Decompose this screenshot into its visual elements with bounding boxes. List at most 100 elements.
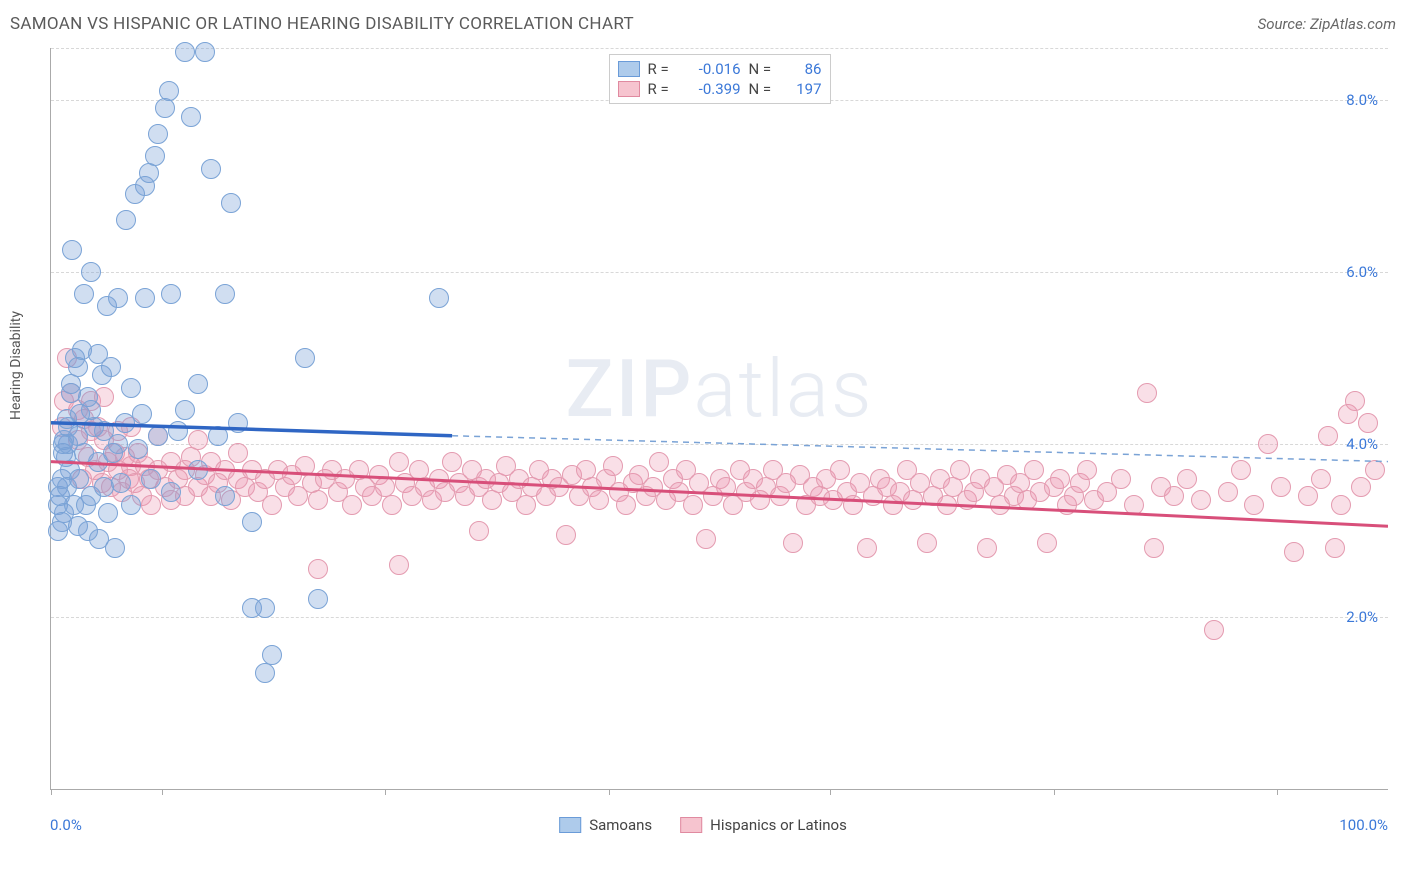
scatter-point-pink xyxy=(308,490,328,510)
scatter-point-pink xyxy=(1244,495,1264,515)
r-label: R = xyxy=(648,80,678,98)
legend-swatch-blue xyxy=(559,817,581,833)
scatter-point-blue xyxy=(188,374,208,394)
scatter-point-pink xyxy=(262,495,282,515)
scatter-point-blue xyxy=(255,663,275,683)
series-legend-item: Samoans xyxy=(559,816,652,834)
chart-outer: Hearing Disability ZIPatlas R = -0.016 N… xyxy=(8,40,1398,830)
watermark: ZIPatlas xyxy=(566,342,874,436)
series-label: Hispanics or Latinos xyxy=(710,816,847,834)
scatter-point-pink xyxy=(1137,383,1157,403)
scatter-point-blue xyxy=(108,434,128,454)
watermark-zip: ZIP xyxy=(566,342,694,436)
scatter-point-blue xyxy=(159,81,179,101)
scatter-point-pink xyxy=(696,529,716,549)
scatter-point-pink xyxy=(342,495,362,515)
n-value: 86 xyxy=(787,60,822,78)
gridline xyxy=(51,48,1388,49)
scatter-point-pink xyxy=(1351,477,1371,497)
scatter-point-blue xyxy=(215,284,235,304)
scatter-point-pink xyxy=(1258,434,1278,454)
n-label: N = xyxy=(749,60,779,78)
scatter-point-pink xyxy=(903,490,923,510)
scatter-point-blue xyxy=(148,426,168,446)
series-label: Samoans xyxy=(589,816,652,834)
scatter-point-blue xyxy=(108,288,128,308)
legend-swatch-blue xyxy=(618,61,640,77)
scatter-point-pink xyxy=(1345,391,1365,411)
x-tick xyxy=(609,789,610,795)
x-tick xyxy=(1054,789,1055,795)
scatter-point-pink xyxy=(616,495,636,515)
scatter-point-pink xyxy=(1365,460,1385,480)
scatter-point-pink xyxy=(1024,460,1044,480)
chart-source: Source: ZipAtlas.com xyxy=(1258,15,1396,33)
scatter-point-blue xyxy=(121,495,141,515)
scatter-point-blue xyxy=(228,413,248,433)
y-tick-label: 4.0% xyxy=(1346,435,1378,453)
scatter-point-pink xyxy=(683,495,703,515)
scatter-point-pink xyxy=(1164,486,1184,506)
scatter-point-blue xyxy=(308,589,328,609)
scatter-point-blue xyxy=(295,348,315,368)
x-tick xyxy=(1277,789,1278,795)
watermark-atlas: atlas xyxy=(693,342,873,436)
scatter-point-blue xyxy=(215,486,235,506)
scatter-point-pink xyxy=(1231,460,1251,480)
scatter-point-pink xyxy=(141,495,161,515)
scatter-point-blue xyxy=(429,288,449,308)
x-tick xyxy=(385,789,386,795)
x-tick xyxy=(51,789,52,795)
scatter-point-pink xyxy=(843,495,863,515)
scatter-point-pink xyxy=(1077,460,1097,480)
scatter-point-blue xyxy=(135,288,155,308)
scatter-point-pink xyxy=(1144,538,1164,558)
scatter-point-blue xyxy=(68,357,88,377)
scatter-point-pink xyxy=(1358,413,1378,433)
scatter-point-pink xyxy=(917,533,937,553)
gridline xyxy=(51,272,1388,273)
chart-header: SAMOAN VS HISPANIC OR LATINO HEARING DIS… xyxy=(0,0,1406,40)
x-axis-max-label: 100.0% xyxy=(1339,816,1388,834)
scatter-point-pink xyxy=(1331,495,1351,515)
y-axis-label: Hearing Disability xyxy=(8,311,24,420)
scatter-point-blue xyxy=(116,210,136,230)
x-tick xyxy=(162,789,163,795)
scatter-point-pink xyxy=(389,555,409,575)
scatter-point-pink xyxy=(382,495,402,515)
scatter-point-pink xyxy=(482,490,502,510)
scatter-point-blue xyxy=(161,482,181,502)
scatter-point-blue xyxy=(201,159,221,179)
gridline xyxy=(51,444,1388,445)
scatter-point-blue xyxy=(121,378,141,398)
scatter-point-blue xyxy=(141,469,161,489)
scatter-point-pink xyxy=(1191,490,1211,510)
scatter-point-pink xyxy=(603,456,623,476)
series-legend-item: Hispanics or Latinos xyxy=(680,816,847,834)
scatter-point-pink xyxy=(1311,469,1331,489)
scatter-point-blue xyxy=(168,421,188,441)
scatter-point-pink xyxy=(308,559,328,579)
x-tick xyxy=(830,789,831,795)
scatter-point-pink xyxy=(1050,469,1070,489)
scatter-point-blue xyxy=(139,163,159,183)
scatter-point-blue xyxy=(255,598,275,618)
scatter-point-pink xyxy=(1325,538,1345,558)
scatter-point-blue xyxy=(188,460,208,480)
scatter-point-pink xyxy=(1177,469,1197,489)
scatter-point-blue xyxy=(148,124,168,144)
plot-area: ZIPatlas R = -0.016 N = 86 R = -0.399 N … xyxy=(50,48,1388,790)
scatter-point-blue xyxy=(155,98,175,118)
correlation-legend: R = -0.016 N = 86 R = -0.399 N = 197 xyxy=(609,54,831,104)
scatter-point-pink xyxy=(977,538,997,558)
scatter-point-pink xyxy=(1218,482,1238,502)
chart-title: SAMOAN VS HISPANIC OR LATINO HEARING DIS… xyxy=(10,14,634,34)
scatter-point-pink xyxy=(442,452,462,472)
scatter-point-blue xyxy=(105,538,125,558)
scatter-point-pink xyxy=(950,460,970,480)
scatter-point-blue xyxy=(242,512,262,532)
scatter-point-pink xyxy=(830,460,850,480)
scatter-point-blue xyxy=(161,284,181,304)
regression-lines xyxy=(51,48,1388,789)
scatter-point-pink xyxy=(1111,469,1131,489)
